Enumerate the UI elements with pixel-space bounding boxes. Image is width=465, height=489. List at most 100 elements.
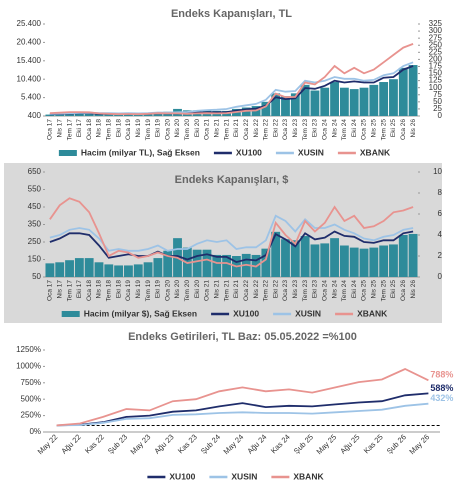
x-tick-label: Ağu 22 <box>59 432 82 455</box>
y2-tick-label: 8 <box>438 188 443 197</box>
x-tick-label: Tem 20 <box>184 119 191 141</box>
volume-bar <box>320 243 330 277</box>
chart-title: Endeks Kapanışları, $ <box>175 174 289 186</box>
y-tick-label: 1250% <box>16 345 41 354</box>
value-label: 588% <box>430 383 453 393</box>
x-tick-label: Oca 25 <box>361 280 368 301</box>
x-tick-label: Nis 22 <box>253 119 260 138</box>
x-tick-label: May 25 <box>314 432 338 456</box>
x-tick-label: May 26 <box>407 432 431 456</box>
legend-label: Hacim (milyar $), Sağ Eksen <box>84 308 197 318</box>
y-tick-label: 10.400 <box>17 74 42 83</box>
volume-bar <box>45 114 55 116</box>
y-tick-label: 0% <box>29 427 41 436</box>
legend-label: XBANK <box>357 308 388 318</box>
y2-tick-label: 100 <box>429 83 443 92</box>
y-tick-label: 250% <box>21 411 41 420</box>
x-tick-label: Nis 23 <box>292 119 299 138</box>
volume-bar <box>153 258 163 277</box>
x-tick-label: Nis 21 <box>213 119 220 138</box>
x-tick-label: May 24 <box>222 432 246 456</box>
volume-bar <box>104 114 114 116</box>
volume-bar <box>55 262 65 277</box>
x-tick-label: Nis 20 <box>174 280 181 299</box>
y-tick-label: 5.400 <box>21 93 42 102</box>
x-tick-label: Oca 24 <box>321 280 328 301</box>
chart-title: Endeks Getirileri, TL Baz: 05.05.2022 =%… <box>128 331 357 343</box>
series-line <box>56 402 429 427</box>
x-tick-label: Tem 23 <box>302 119 309 141</box>
legend-swatch <box>58 150 77 156</box>
series-line <box>49 214 414 252</box>
x-tick-label: Oca 19 <box>125 119 132 140</box>
volume-bar <box>143 113 153 116</box>
x-tick-label: Eki 22 <box>272 280 279 298</box>
x-tick-label: Oca 23 <box>282 119 289 140</box>
x-tick-label: Tem 19 <box>145 119 152 141</box>
x-tick-label: Nis 18 <box>96 280 103 299</box>
x-tick-label: Oca 22 <box>243 119 250 140</box>
x-tick-label: Tem 18 <box>106 119 113 141</box>
y2-tick-label: 25 <box>433 104 442 113</box>
volume-bar <box>389 244 398 277</box>
volume-bar <box>222 254 232 277</box>
x-tick-label: Oca 20 <box>164 280 171 301</box>
y-tick-label: 650 <box>28 167 42 176</box>
x-tick-label: Eki 20 <box>194 280 201 298</box>
x-tick-label: Tem 19 <box>145 280 152 302</box>
volume-bar <box>349 247 359 277</box>
x-tick-label: Nis 19 <box>135 280 142 299</box>
x-tick-label: Nis 26 <box>410 280 417 299</box>
x-tick-label: Eki 19 <box>155 119 162 137</box>
volume-bar <box>163 250 173 277</box>
x-tick-label: Şub 25 <box>292 432 315 455</box>
volume-bar <box>398 235 408 277</box>
y2-tick-label: 200 <box>429 54 443 63</box>
volume-bar <box>94 114 104 116</box>
volume-bar <box>271 93 281 116</box>
series-line <box>56 368 429 427</box>
x-tick-label: Eki 20 <box>194 119 201 137</box>
x-tick-label: Oca 21 <box>204 119 211 140</box>
x-tick-label: Nis 21 <box>213 280 220 299</box>
volume-bar <box>202 249 212 277</box>
x-tick-label: Kas 22 <box>83 432 106 455</box>
x-tick-label: Oca 17 <box>47 119 54 140</box>
x-tick-label: Oca 24 <box>321 119 328 140</box>
x-tick-label: Tem 24 <box>341 280 348 302</box>
x-tick-label: Tem 22 <box>263 119 270 141</box>
volume-bar <box>359 248 369 277</box>
x-tick-label: Tem 22 <box>263 280 270 302</box>
y2-tick-label: 75 <box>433 90 442 99</box>
y-tick-label: 20.400 <box>17 38 42 47</box>
x-tick-label: Oca 26 <box>400 280 407 301</box>
x-tick-label: Kas 24 <box>269 432 292 455</box>
x-tick-label: Nis 22 <box>253 280 260 299</box>
x-tick-label: Nis 23 <box>292 280 299 299</box>
legend-label: XBANK <box>360 147 391 157</box>
y2-tick-label: 275 <box>429 33 443 42</box>
x-tick-label: Nis 17 <box>56 280 63 299</box>
y-tick-label: 15.400 <box>17 56 42 65</box>
volume-bar <box>114 114 124 116</box>
x-tick-label: Eki 24 <box>351 119 358 137</box>
x-tick-label: Eki 17 <box>76 280 83 298</box>
y2-tick-label: 250 <box>429 40 443 49</box>
volume-bar <box>133 264 143 277</box>
x-tick-label: Tem 25 <box>380 119 387 141</box>
x-tick-label: Tem 21 <box>223 280 230 302</box>
x-tick-label: Oca 19 <box>125 280 132 301</box>
x-tick-label: Oca 20 <box>164 119 171 140</box>
volume-bar <box>369 84 379 116</box>
volume-bar <box>389 79 398 116</box>
legend-label: XUSIN <box>231 471 257 481</box>
x-tick-label: Tem 23 <box>302 280 309 302</box>
x-tick-label: Tem 18 <box>106 280 113 302</box>
volume-bar <box>339 245 349 277</box>
volume-bar <box>369 247 379 277</box>
x-tick-label: Şub 24 <box>199 432 222 455</box>
y2-tick-label: 4 <box>438 230 443 239</box>
series-line <box>49 197 414 268</box>
x-tick-label: Tem 17 <box>66 280 73 302</box>
x-tick-label: Şub 26 <box>385 432 408 455</box>
